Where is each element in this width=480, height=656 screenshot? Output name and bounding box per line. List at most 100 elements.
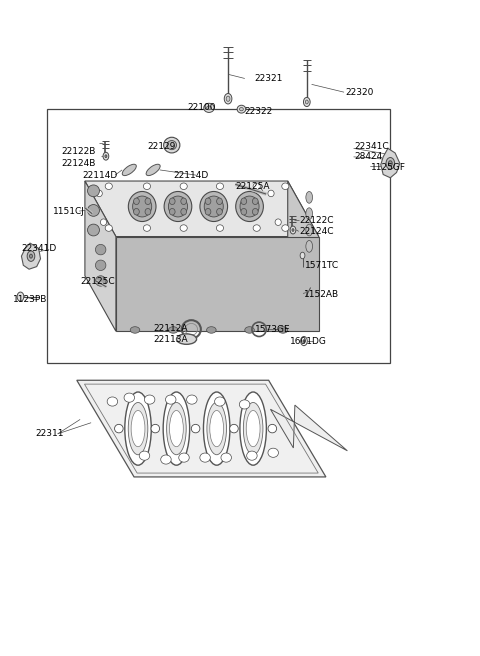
Ellipse shape — [87, 224, 99, 236]
Ellipse shape — [268, 424, 276, 433]
Text: 22322: 22322 — [245, 107, 273, 115]
Ellipse shape — [133, 198, 139, 205]
Ellipse shape — [107, 397, 118, 406]
Ellipse shape — [87, 205, 99, 216]
Ellipse shape — [96, 276, 106, 286]
Polygon shape — [116, 237, 319, 331]
Ellipse shape — [268, 190, 274, 197]
Text: 22125C: 22125C — [80, 277, 115, 286]
Circle shape — [388, 161, 392, 166]
Ellipse shape — [206, 327, 216, 333]
Text: 22129: 22129 — [147, 142, 175, 151]
Ellipse shape — [306, 208, 312, 220]
Ellipse shape — [180, 225, 187, 232]
Text: 1571TC: 1571TC — [305, 261, 339, 270]
Ellipse shape — [115, 424, 123, 433]
Circle shape — [17, 292, 24, 301]
Text: 22124B: 22124B — [61, 159, 96, 168]
Text: 22320: 22320 — [345, 89, 373, 97]
Ellipse shape — [200, 453, 210, 462]
Ellipse shape — [146, 164, 160, 176]
Ellipse shape — [166, 395, 176, 404]
Ellipse shape — [200, 192, 228, 222]
Ellipse shape — [205, 198, 211, 205]
Ellipse shape — [216, 198, 222, 205]
Ellipse shape — [169, 198, 175, 205]
Ellipse shape — [161, 455, 171, 464]
Ellipse shape — [96, 190, 102, 197]
Circle shape — [303, 340, 305, 342]
Text: 22321: 22321 — [254, 74, 283, 83]
Ellipse shape — [151, 424, 159, 433]
Ellipse shape — [215, 397, 225, 406]
Polygon shape — [270, 405, 348, 451]
Text: 1151CJ: 1151CJ — [53, 207, 85, 216]
Ellipse shape — [240, 108, 243, 111]
Polygon shape — [22, 243, 40, 269]
Ellipse shape — [122, 164, 136, 176]
Ellipse shape — [252, 209, 258, 215]
Ellipse shape — [164, 192, 192, 222]
Circle shape — [305, 100, 308, 104]
Ellipse shape — [243, 403, 263, 455]
Ellipse shape — [132, 196, 152, 217]
Ellipse shape — [216, 183, 224, 190]
Circle shape — [105, 155, 107, 157]
Ellipse shape — [192, 424, 200, 433]
Text: 1125GF: 1125GF — [371, 163, 406, 172]
Circle shape — [226, 96, 230, 101]
Ellipse shape — [268, 448, 278, 457]
Ellipse shape — [87, 185, 99, 197]
Circle shape — [27, 251, 35, 261]
Polygon shape — [77, 380, 326, 477]
Ellipse shape — [306, 192, 312, 203]
Ellipse shape — [180, 183, 187, 190]
Circle shape — [300, 337, 307, 346]
Ellipse shape — [246, 411, 260, 447]
Ellipse shape — [145, 198, 151, 205]
Ellipse shape — [133, 209, 139, 215]
Ellipse shape — [163, 392, 190, 465]
Text: 22341C: 22341C — [355, 142, 389, 151]
Circle shape — [103, 152, 109, 160]
Ellipse shape — [130, 327, 140, 333]
Ellipse shape — [306, 224, 312, 236]
Text: 22341D: 22341D — [22, 244, 57, 253]
Ellipse shape — [100, 219, 107, 226]
Ellipse shape — [229, 424, 238, 433]
Circle shape — [290, 226, 296, 234]
Ellipse shape — [181, 209, 187, 215]
Ellipse shape — [282, 225, 289, 232]
Text: 22311: 22311 — [36, 429, 64, 438]
Circle shape — [30, 254, 33, 258]
Ellipse shape — [131, 411, 145, 447]
Ellipse shape — [275, 219, 281, 226]
Ellipse shape — [168, 196, 188, 217]
Ellipse shape — [207, 403, 227, 455]
Ellipse shape — [278, 327, 288, 333]
Ellipse shape — [206, 106, 211, 110]
Ellipse shape — [145, 209, 151, 215]
Ellipse shape — [144, 183, 151, 190]
Ellipse shape — [168, 327, 178, 333]
Ellipse shape — [216, 209, 222, 215]
Ellipse shape — [144, 395, 155, 404]
Ellipse shape — [210, 411, 224, 447]
Ellipse shape — [105, 183, 112, 190]
Ellipse shape — [128, 192, 156, 222]
Ellipse shape — [236, 192, 264, 222]
Ellipse shape — [96, 245, 106, 255]
Ellipse shape — [167, 140, 177, 150]
Ellipse shape — [179, 453, 189, 462]
Ellipse shape — [144, 225, 151, 232]
Ellipse shape — [139, 451, 150, 461]
Circle shape — [300, 252, 305, 258]
Ellipse shape — [216, 225, 224, 232]
Circle shape — [292, 229, 294, 232]
Circle shape — [386, 157, 395, 169]
Text: 22112A: 22112A — [153, 324, 188, 333]
Circle shape — [303, 97, 310, 106]
Text: 22125A: 22125A — [235, 182, 270, 192]
Circle shape — [224, 94, 232, 104]
Ellipse shape — [164, 137, 180, 153]
